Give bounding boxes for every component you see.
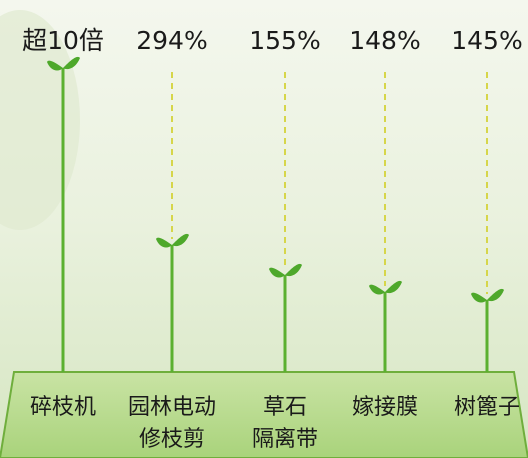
background-tree xyxy=(0,10,80,230)
value-label: 145% xyxy=(451,26,522,55)
leaf xyxy=(172,233,189,247)
value-label: 155% xyxy=(249,26,320,55)
leaf xyxy=(285,263,302,277)
item-name: 草石 xyxy=(263,395,307,420)
leaf xyxy=(47,60,63,71)
item-name: 碎枝机 xyxy=(30,395,96,420)
value-label: 148% xyxy=(349,26,420,55)
value-label: 294% xyxy=(136,26,207,55)
item-name: 园林电动 xyxy=(128,395,216,420)
leaf xyxy=(471,292,487,303)
item-name: 嫁接膜 xyxy=(352,395,418,420)
leaf xyxy=(369,284,385,295)
item-name: 修枝剪 xyxy=(139,427,205,452)
item-name: 隔离带 xyxy=(252,427,318,452)
leaf xyxy=(156,237,172,248)
leaf xyxy=(487,288,504,302)
item-name: 树篦子 xyxy=(454,395,520,420)
leaf xyxy=(63,56,80,70)
value-label: 超10倍 xyxy=(22,26,104,55)
leaf xyxy=(385,280,402,294)
leaf xyxy=(269,267,285,278)
base-band xyxy=(0,371,528,458)
